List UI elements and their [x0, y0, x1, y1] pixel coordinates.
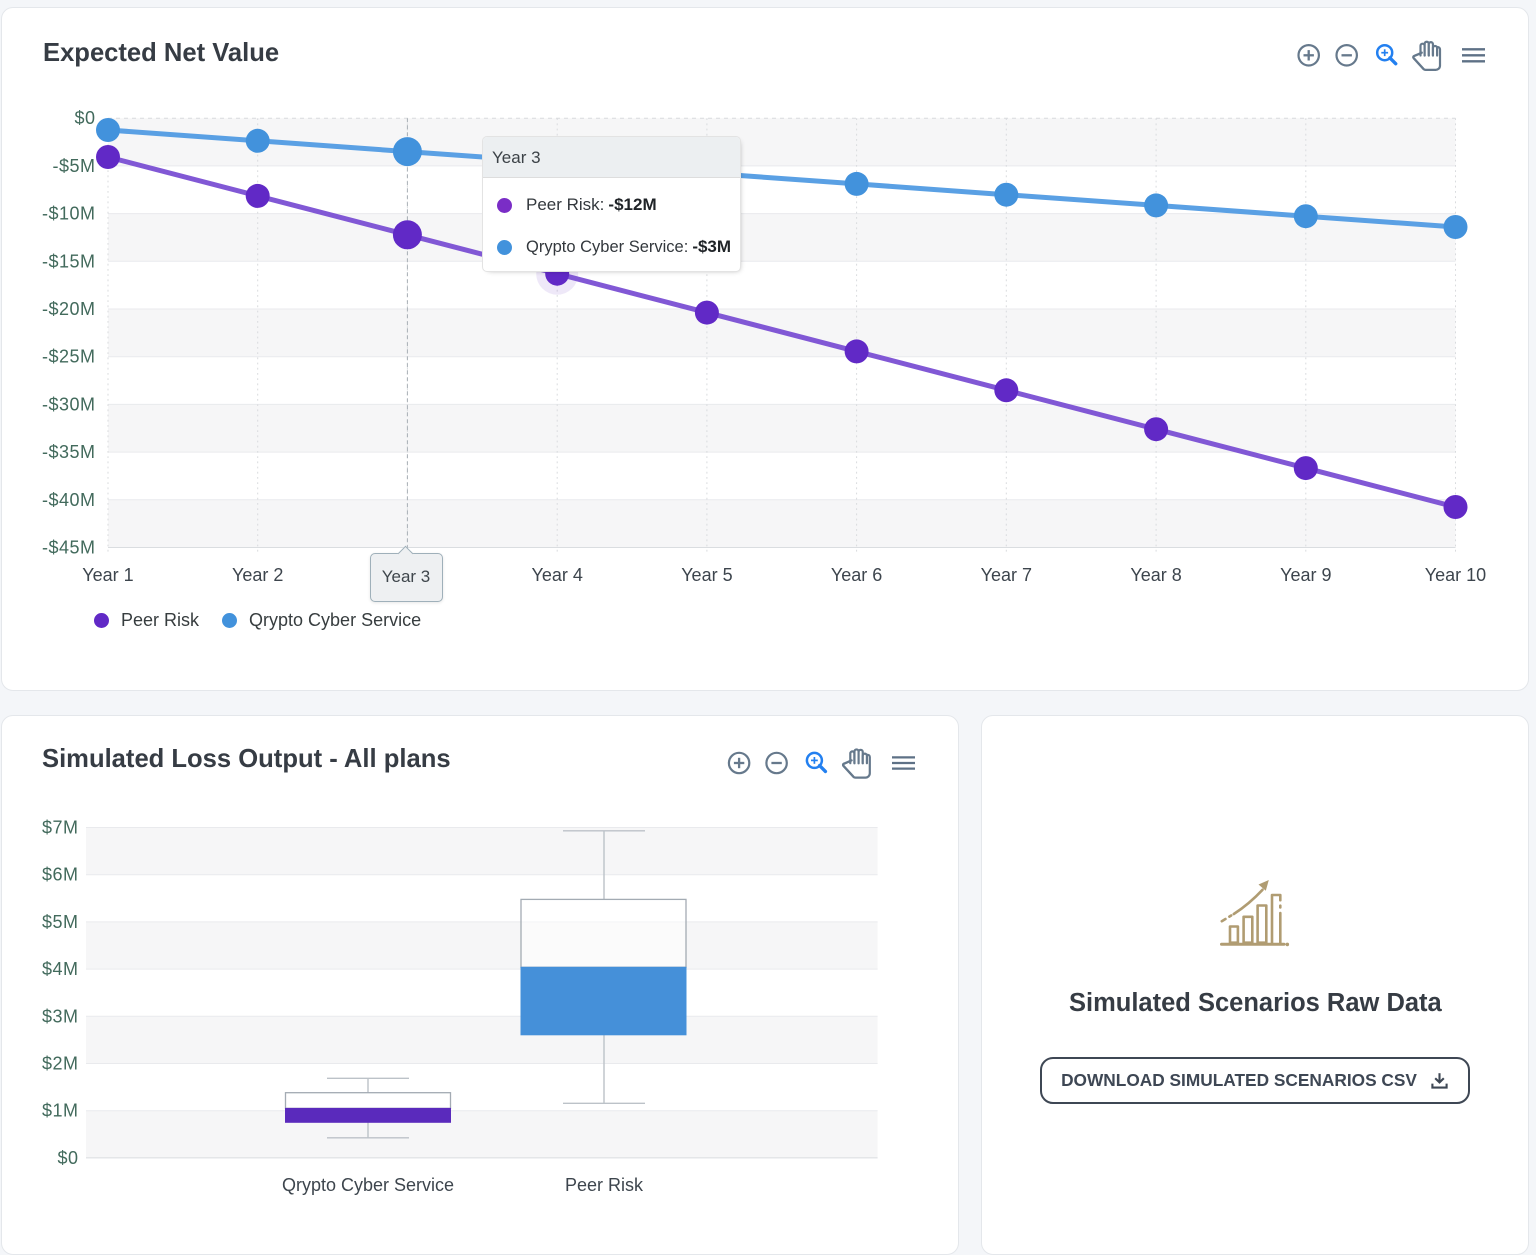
svg-text:$1M: $1M: [42, 1101, 79, 1121]
svg-text:Year 2: Year 2: [232, 565, 283, 585]
svg-text:-$45M: -$45M: [42, 538, 96, 558]
svg-text:Year 5: Year 5: [681, 565, 732, 585]
svg-text:$0: $0: [74, 108, 95, 128]
svg-text:$0: $0: [57, 1148, 78, 1168]
svg-text:-$20M: -$20M: [42, 299, 96, 319]
svg-text:$6M: $6M: [42, 865, 79, 885]
svg-text:-$25M: -$25M: [42, 347, 96, 367]
svg-text:-$30M: -$30M: [42, 394, 96, 414]
svg-text:-$40M: -$40M: [42, 490, 96, 510]
svg-text:Qrypto Cyber Service: Qrypto Cyber Service: [282, 1175, 454, 1195]
svg-text:-$5M: -$5M: [52, 156, 95, 176]
svg-text:Year 8: Year 8: [1130, 565, 1181, 585]
svg-text:$5M: $5M: [42, 912, 79, 932]
svg-text:-$10M: -$10M: [42, 204, 96, 224]
svg-text:Year 7: Year 7: [981, 565, 1032, 585]
svg-text:Peer Risk: Peer Risk: [565, 1175, 644, 1195]
svg-text:$4M: $4M: [42, 959, 79, 979]
svg-text:Year 6: Year 6: [831, 565, 882, 585]
svg-text:Year 10: Year 10: [1425, 565, 1486, 585]
svg-text:$7M: $7M: [42, 818, 79, 838]
svg-text:Year 9: Year 9: [1280, 565, 1331, 585]
svg-text:$3M: $3M: [42, 1006, 79, 1026]
svg-text:-$15M: -$15M: [42, 251, 96, 271]
svg-text:Year 4: Year 4: [532, 565, 583, 585]
svg-text:-$35M: -$35M: [42, 442, 96, 462]
svg-text:$2M: $2M: [42, 1054, 79, 1074]
svg-text:Year 1: Year 1: [82, 565, 133, 585]
